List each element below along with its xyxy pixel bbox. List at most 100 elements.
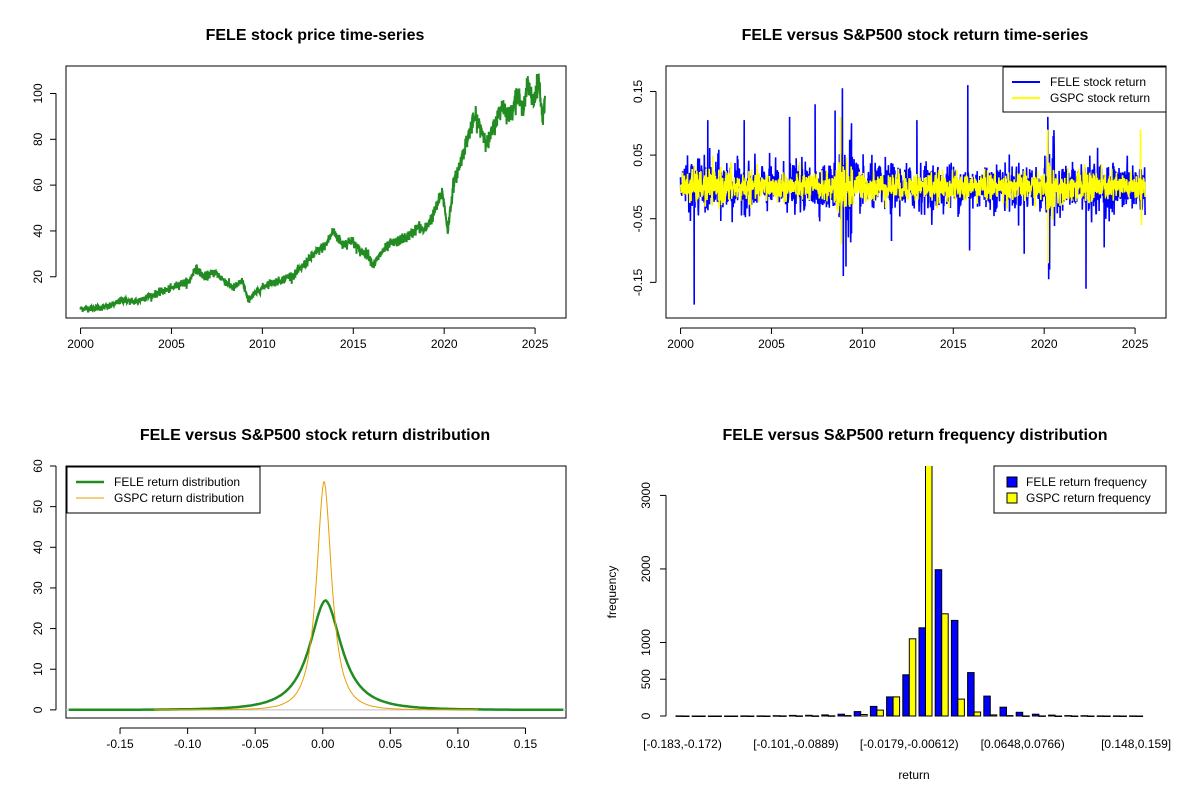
gspc-bar — [844, 715, 852, 717]
y-tick-label: 500 — [639, 669, 653, 689]
fele-bar — [675, 715, 683, 717]
fele-density-line — [68, 598, 564, 712]
x-tick-label: 2010 — [849, 337, 876, 351]
fele-bar — [902, 674, 910, 717]
x-category-label: [0.0648,0.0766) — [981, 737, 1065, 751]
fele-bar — [1048, 714, 1056, 717]
legend-swatch-gspc — [1006, 492, 1018, 504]
x-tick-label: 0.05 — [379, 737, 403, 751]
fele-bar — [950, 619, 959, 717]
y-tick-label: 40 — [31, 224, 45, 238]
x-tick-label: 2000 — [667, 337, 694, 351]
fele-bar — [707, 715, 716, 717]
gspc-bar — [973, 711, 982, 717]
legend-label-gspc: GSPC stock return — [1050, 91, 1150, 105]
y-tick-label: 2000 — [639, 555, 653, 582]
gspc-bar — [746, 715, 755, 717]
plot-frame — [65, 465, 567, 719]
y-axis-label: frequency — [605, 566, 619, 619]
chart-title: FELE stock price time-series — [206, 27, 425, 44]
y-tick-label: 80 — [31, 132, 45, 146]
gspc-bar — [1054, 715, 1063, 717]
fele-bar — [1096, 715, 1105, 717]
y-tick-label: 60 — [31, 459, 45, 473]
gspc-bar — [763, 715, 771, 717]
gspc-bar — [860, 714, 868, 717]
gspc-bar — [682, 715, 690, 717]
x-tick-label: 2020 — [431, 337, 458, 351]
gspc-bar — [1119, 715, 1127, 717]
gspc-bar — [795, 715, 803, 717]
fele-bar — [869, 705, 878, 717]
fele-bar — [691, 715, 700, 717]
fele-bar — [983, 695, 991, 717]
x-tick-label: 0.10 — [446, 737, 470, 751]
gspc-bar — [957, 698, 965, 717]
x-tick-label: 2005 — [758, 337, 785, 351]
gspc-bar — [1135, 715, 1144, 717]
fele-bar — [934, 569, 943, 717]
plot-marks — [79, 73, 547, 313]
gspc-bar — [811, 715, 820, 717]
y-tick-label: -0.05 — [631, 205, 645, 233]
gspc-bar — [1070, 715, 1079, 717]
gspc-bar — [1038, 715, 1046, 717]
x-category-label: [-0.183,-0.172) — [643, 737, 722, 751]
return-timeseries-panel: FELE versus S&P500 stock return time-ser… — [631, 27, 1167, 351]
price-chart-panel: FELE stock price time-series 2000 2005 201… — [31, 27, 567, 351]
y-tick-label: 100 — [31, 83, 45, 103]
gspc-bar — [698, 715, 706, 717]
fele-bar — [1129, 715, 1137, 717]
x-tick-label: 0.15 — [514, 737, 538, 751]
gspc-bar — [925, 466, 933, 717]
histogram-panel: FELE versus S&P500 return frequency dist… — [605, 427, 1171, 782]
gspc-bar — [1103, 715, 1111, 717]
plot-marks — [679, 85, 1146, 305]
plot-marks — [675, 466, 1144, 717]
legend: FELE return distribution GSPC return dis… — [66, 466, 261, 514]
legend-box — [1002, 66, 1167, 113]
fele-bar — [724, 715, 732, 717]
chart-title: FELE versus S&P500 return frequency dist… — [723, 427, 1108, 444]
x-tick-label: 2025 — [522, 337, 549, 351]
fele-bar — [772, 715, 781, 717]
gspc-bar — [908, 638, 917, 717]
legend: FELE stock return GSPC stock return — [1002, 66, 1167, 113]
gspc-bar — [714, 715, 722, 717]
y-tick-label: 0.15 — [631, 79, 645, 103]
fele-bar — [967, 672, 975, 717]
y-tick-label: 0.05 — [631, 143, 645, 167]
legend-box — [993, 465, 1167, 514]
fele-bar — [788, 714, 797, 717]
x-axis-label: return — [898, 768, 929, 782]
fele-bar — [805, 714, 813, 717]
price-series-line — [79, 73, 547, 313]
gspc-bar — [779, 715, 787, 717]
gspc-bar — [1087, 715, 1095, 717]
y-tick-label: 3000 — [639, 482, 653, 509]
plot-marks — [66, 481, 566, 712]
axes: 0 500 1000 2000 3000 [-0.183,-0.172) [-0.101,-… — [639, 482, 1171, 751]
gspc-bar — [1022, 715, 1030, 717]
x-tick-label: 2000 — [67, 337, 94, 351]
axes: 2000 2005 2010 2015 2020 2025 0.15 0.05 -0.05 -0.… — [631, 79, 1149, 351]
gspc-bar — [892, 696, 901, 717]
x-tick-label: 2020 — [1031, 337, 1058, 351]
fele-bar — [1112, 715, 1121, 717]
fele-bar — [740, 715, 748, 717]
fele-bar — [999, 706, 1007, 717]
fele-bar — [886, 696, 894, 717]
x-category-label: [-0.101,-0.0889) — [753, 737, 838, 751]
legend-label-fele: FELE return distribution — [114, 475, 240, 489]
x-category-label: [0.148,0.159] — [1101, 737, 1171, 751]
fele-bar — [837, 713, 845, 717]
x-tick-label: -0.10 — [174, 737, 202, 751]
x-tick-label: 2015 — [940, 337, 967, 351]
gspc-bar — [876, 709, 884, 717]
distribution-panel: FELE versus S&P500 stock return distribu… — [31, 427, 567, 751]
x-tick-label: 0.00 — [311, 737, 335, 751]
legend-box — [66, 466, 261, 514]
fele-bar — [918, 627, 926, 717]
legend-label-gspc: GSPC return distribution — [114, 491, 244, 505]
